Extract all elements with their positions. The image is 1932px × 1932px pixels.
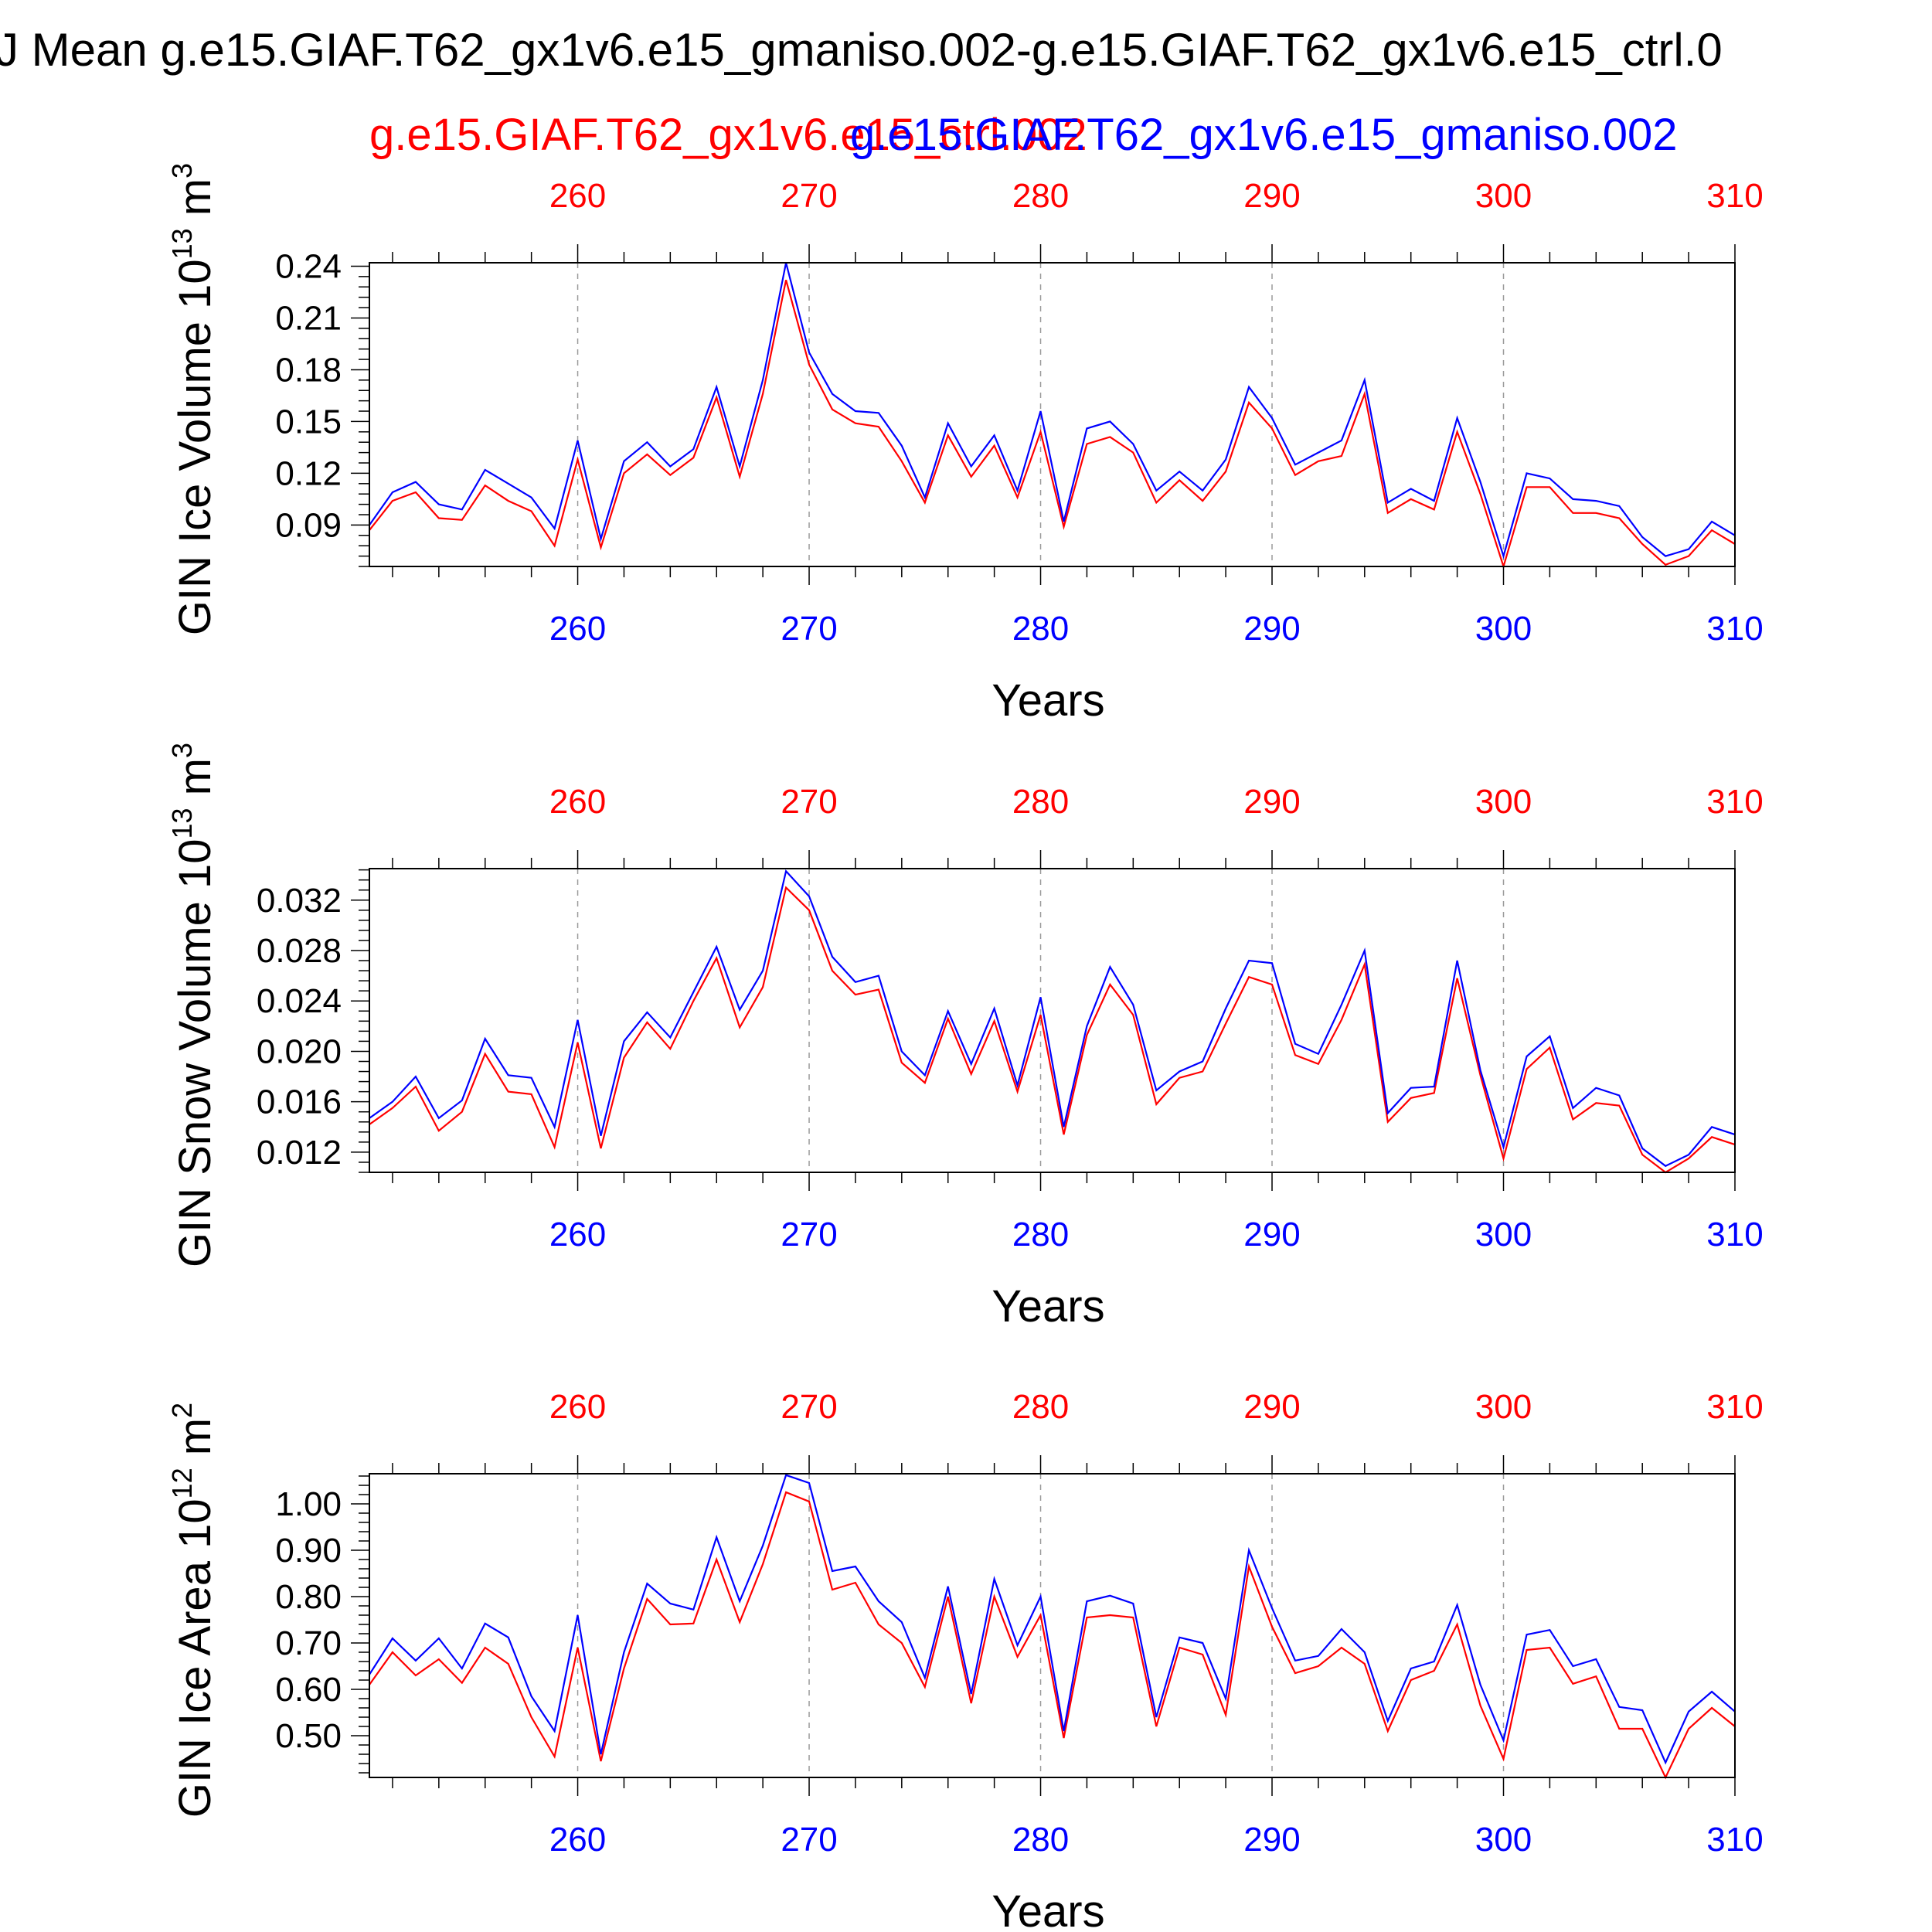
x-tick-label-top: 260: [549, 783, 606, 821]
x-tick-label-bottom: 260: [549, 610, 606, 648]
x-tick-label-bottom: 260: [549, 1821, 606, 1859]
y-tick-label: 0.020: [257, 1032, 342, 1070]
y-axis-label-part: 13: [166, 228, 198, 259]
x-tick-label-bottom: 260: [549, 1216, 606, 1253]
x-tick-label-bottom: 280: [1012, 1821, 1069, 1859]
series-line-gmaniso: [369, 1474, 1736, 1765]
x-axis-label: Years: [992, 1281, 1104, 1332]
y-axis-label-part: 13: [166, 808, 198, 838]
x-tick-label-top: 260: [549, 177, 606, 215]
y-tick-label: 0.18: [275, 351, 342, 389]
y-axis-label-part: m: [170, 1418, 220, 1468]
x-tick-label-bottom: 310: [1706, 610, 1763, 648]
y-axis-label-part: 3: [166, 743, 198, 758]
series-line-gmaniso: [369, 869, 1736, 1168]
x-tick-label-bottom: 290: [1243, 610, 1300, 648]
y-tick-label: 0.50: [275, 1717, 342, 1755]
x-tick-label-top: 300: [1475, 177, 1532, 215]
x-tick-label-bottom: 300: [1475, 610, 1532, 648]
plot-frame: [369, 1473, 1736, 1778]
y-tick-label: 0.24: [275, 247, 342, 285]
series-line-gmaniso: [369, 262, 1736, 560]
y-tick-label: 0.016: [257, 1083, 342, 1121]
y-tick-label: 0.09: [275, 506, 342, 544]
x-tick-label-top: 270: [781, 177, 837, 215]
y-axis-label-part: GIN Ice Area 10: [170, 1498, 220, 1818]
x-tick-label-top: 300: [1475, 783, 1532, 821]
chart-panels: 260 260 270 270 280 280 290 290 300 300 310 310 0.09…: [166, 163, 1764, 1932]
series-line-ctrl: [369, 280, 1736, 570]
y-tick-label: 0.80: [275, 1578, 342, 1616]
y-axis-label-part: m: [170, 179, 220, 228]
x-tick-label-bottom: 270: [781, 610, 837, 648]
y-axis-label-part: 2: [166, 1403, 198, 1418]
y-tick-label: 0.032: [257, 882, 342, 920]
y-tick-label: 0.70: [275, 1624, 342, 1662]
x-tick-label-top: 280: [1012, 1388, 1069, 1426]
x-tick-label-top: 280: [1012, 177, 1069, 215]
y-tick-label: 1.00: [275, 1485, 342, 1523]
y-tick-label: 0.60: [275, 1671, 342, 1709]
x-tick-label-top: 310: [1706, 783, 1763, 821]
x-tick-label-top: 310: [1706, 1388, 1763, 1426]
x-tick-label-top: 290: [1243, 1388, 1300, 1426]
x-tick-label-bottom: 290: [1243, 1821, 1300, 1859]
y-tick-label: 0.028: [257, 932, 342, 970]
x-axis-label: Years: [992, 1886, 1104, 1932]
x-tick-label-top: 290: [1243, 783, 1300, 821]
x-tick-label-top: 310: [1706, 177, 1763, 215]
x-tick-label-top: 290: [1243, 177, 1300, 215]
chart-panel-1: 260 260 270 270 280 280 290 290 300 300 310 310 0.09…: [166, 163, 1764, 726]
series-line-ctrl: [369, 1491, 1736, 1780]
x-tick-label-top: 270: [781, 1388, 837, 1426]
x-tick-label-bottom: 310: [1706, 1216, 1763, 1253]
x-tick-label-top: 300: [1475, 1388, 1532, 1426]
x-tick-label-bottom: 280: [1012, 610, 1069, 648]
x-tick-label-bottom: 300: [1475, 1821, 1532, 1859]
y-tick-label: 0.90: [275, 1532, 342, 1570]
legend-gmaniso-label: g.e15.GIAF.T62_gx1v6.e15_gmaniso.002: [850, 110, 1678, 160]
y-axis-label: GIN Ice Area 1012 m2: [166, 1403, 220, 1818]
x-tick-label-bottom: 270: [781, 1216, 837, 1253]
y-axis-label: GIN Ice Volume 1013 m3: [166, 163, 220, 635]
x-tick-label-bottom: 310: [1706, 1821, 1763, 1859]
y-axis-label-part: 12: [166, 1468, 198, 1498]
y-axis-label-part: GIN Ice Volume 10: [170, 259, 220, 635]
plot-frame: [369, 262, 1736, 567]
series-line-ctrl: [369, 886, 1736, 1174]
chart-panel-2: 260 260 270 270 280 280 290 290 300 300 310 310 0.01…: [166, 743, 1764, 1332]
x-tick-label-top: 270: [781, 783, 837, 821]
y-tick-label: 0.21: [275, 299, 342, 337]
x-tick-label-bottom: 270: [781, 1821, 837, 1859]
x-tick-label-top: 260: [549, 1388, 606, 1426]
y-axis-label: GIN Snow Volume 1013 m3: [166, 743, 220, 1267]
x-tick-label-top: 280: [1012, 783, 1069, 821]
y-tick-label: 0.024: [257, 982, 342, 1020]
chart-title: J Mean g.e15.GIAF.T62_gx1v6.e15_gmaniso.…: [0, 24, 1723, 76]
y-tick-label: 0.15: [275, 403, 342, 440]
plot-frame: [369, 868, 1736, 1173]
legend-ctrl-label: g.e15.GIAF.T62_gx1v6.e15_ctrl.002: [369, 110, 1087, 160]
chart-panel-3: 260 260 270 270 280 280 290 290 300 300 310 310 0.50…: [166, 1388, 1764, 1932]
x-axis-label: Years: [992, 675, 1104, 726]
y-axis-label-part: 3: [166, 163, 198, 179]
x-tick-label-bottom: 300: [1475, 1216, 1532, 1253]
y-tick-label: 0.012: [257, 1134, 342, 1172]
y-axis-label-part: GIN Snow Volume 10: [170, 839, 220, 1268]
x-tick-label-bottom: 290: [1243, 1216, 1300, 1253]
x-tick-label-bottom: 280: [1012, 1216, 1069, 1253]
y-tick-label: 0.12: [275, 454, 342, 492]
y-axis-label-part: m: [170, 758, 220, 808]
